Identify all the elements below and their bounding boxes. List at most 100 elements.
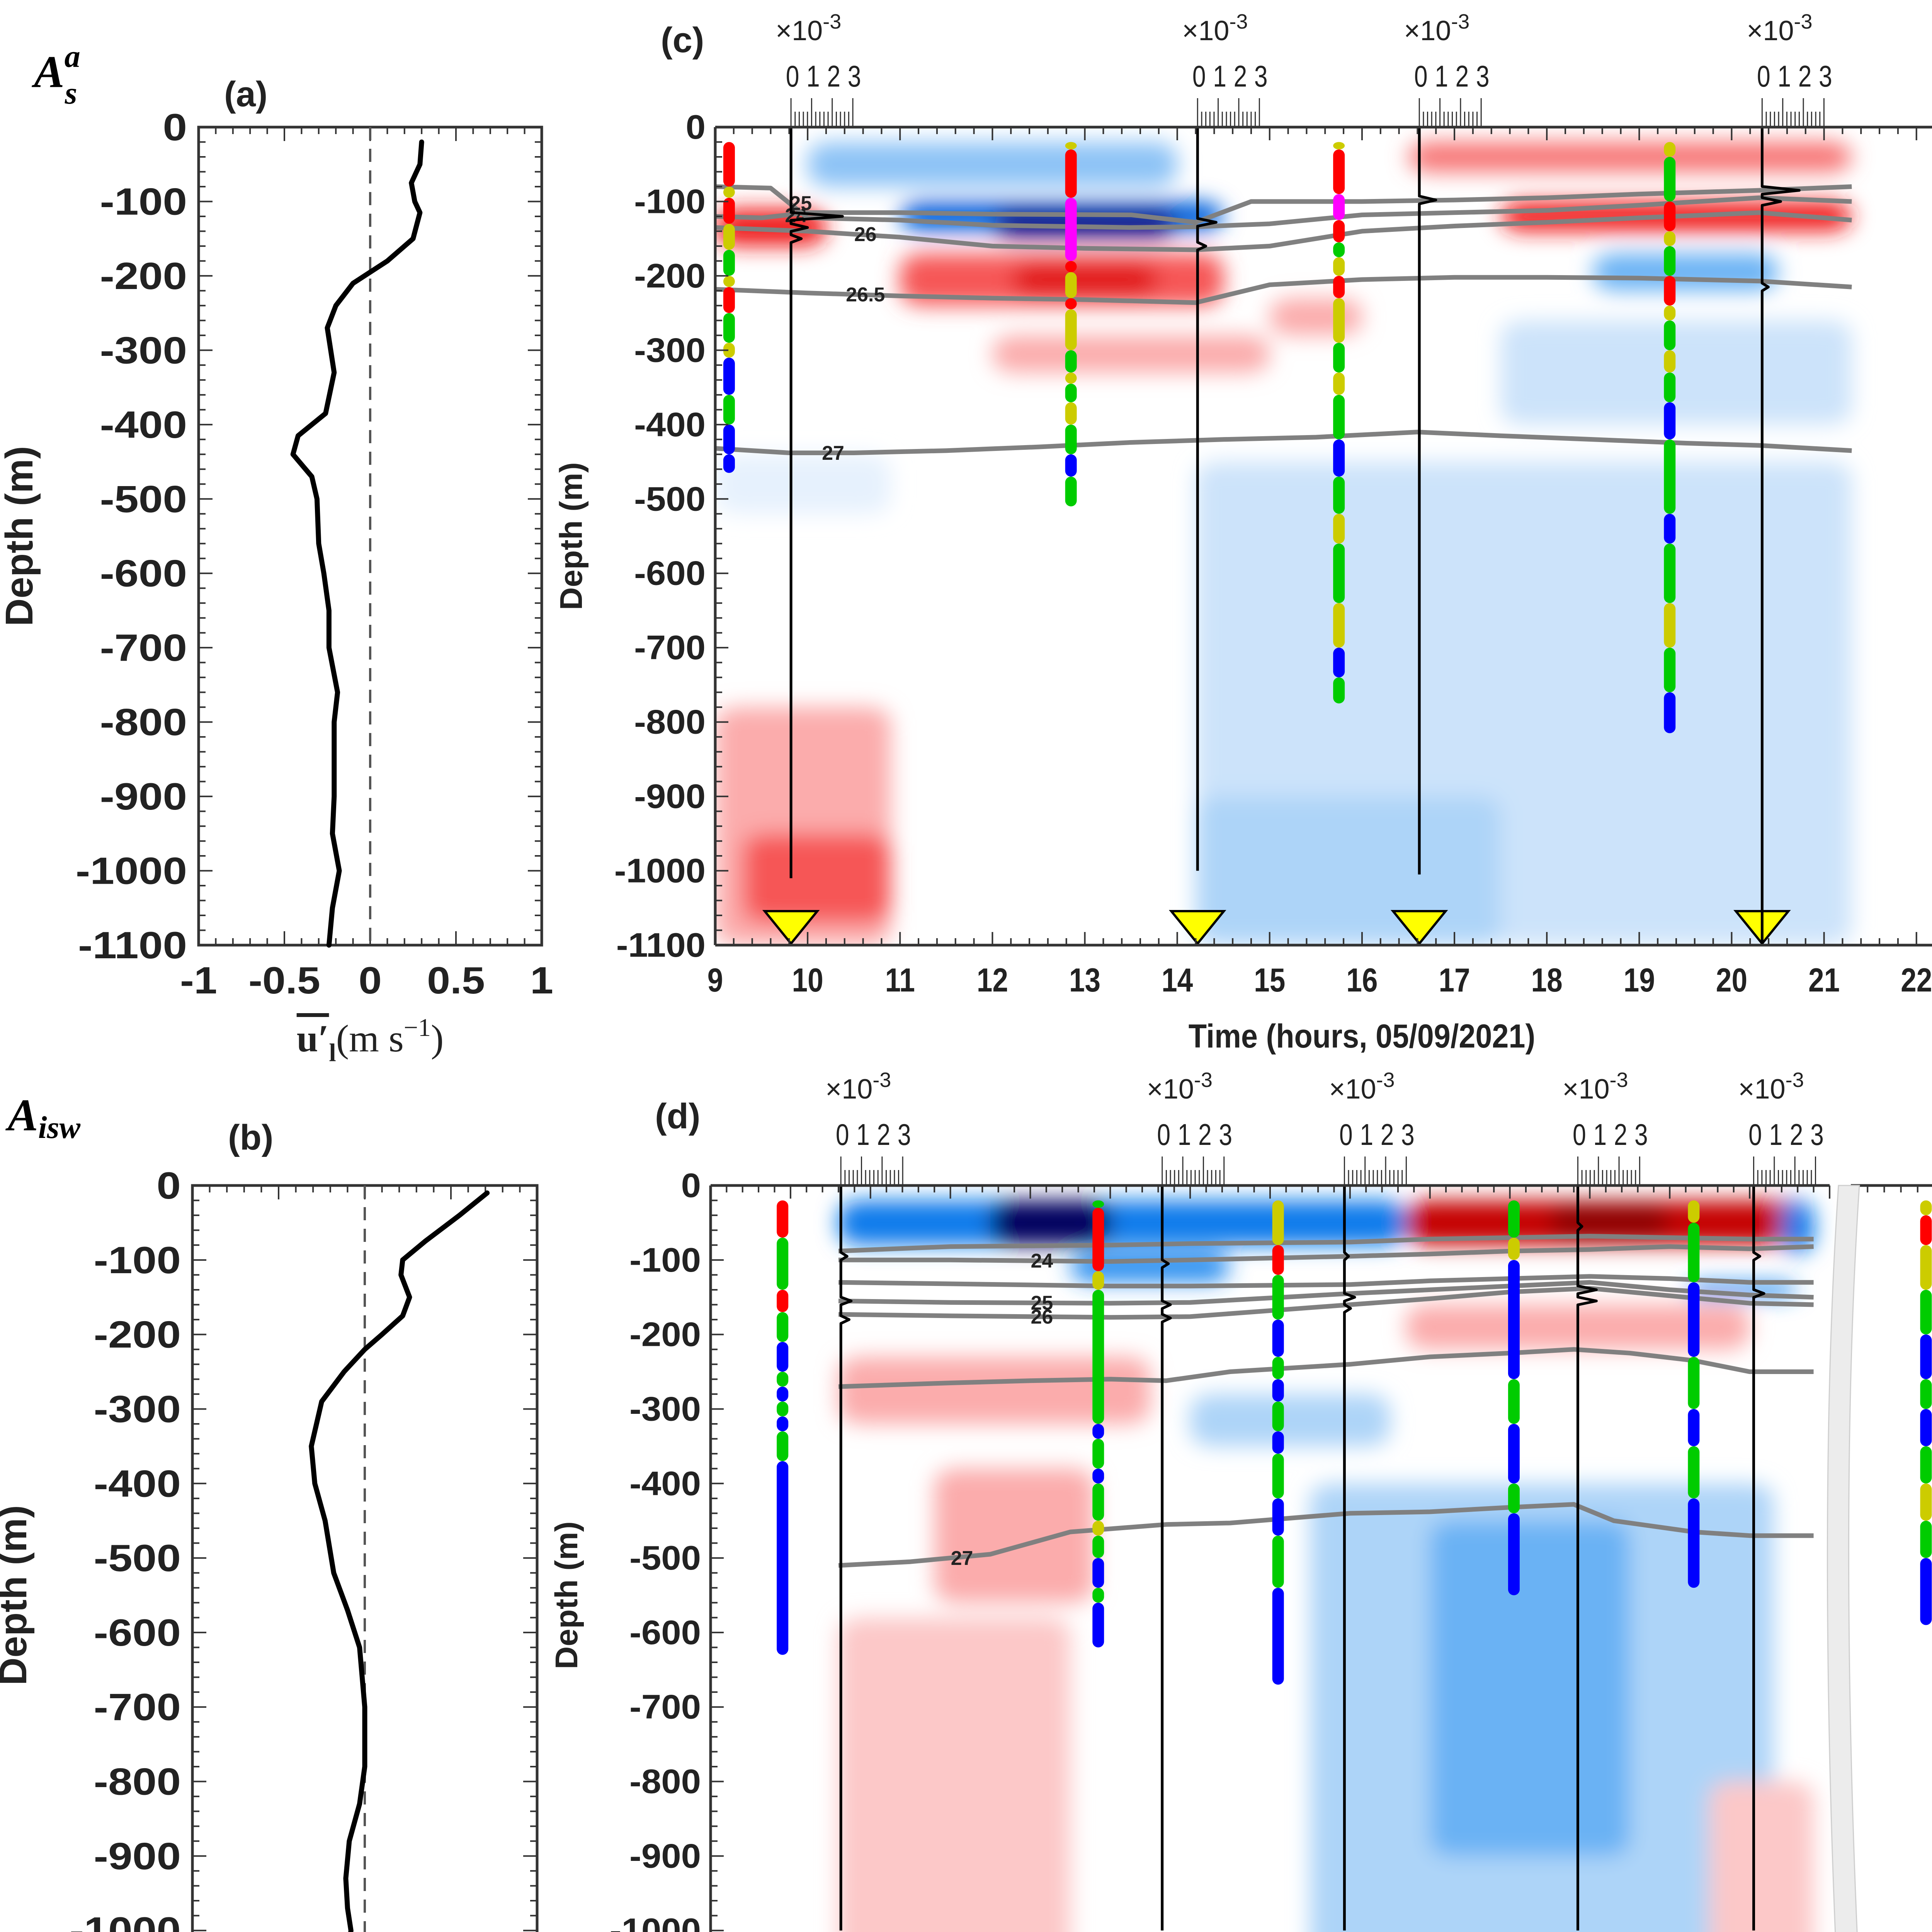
y-tick-label: -900 xyxy=(94,1835,181,1878)
inset-tick-label: 1 xyxy=(1769,1117,1782,1151)
inset-multiplier-base: ×10 xyxy=(1562,1074,1609,1105)
epsilon-segment xyxy=(1664,350,1676,373)
inset-tick-label: 1 xyxy=(1360,1117,1373,1151)
panel-label-a: (a) xyxy=(224,75,267,114)
isopycnal-line xyxy=(715,210,1852,252)
inset-tick-label: 0 xyxy=(836,1117,849,1151)
epsilon-segment xyxy=(777,1461,789,1655)
inset-multiplier: ×10-3 xyxy=(1182,10,1248,46)
epsilon-segment xyxy=(1092,1520,1104,1536)
epsilon-segment xyxy=(777,1431,789,1461)
epsilon-segment xyxy=(1272,1357,1284,1379)
epsilon-segment xyxy=(1272,1379,1284,1402)
epsilon-segment xyxy=(723,197,735,224)
inset-tick-label: 1 xyxy=(856,1117,870,1151)
epsilon-segment xyxy=(1664,246,1676,276)
inset-tick-label: 1 xyxy=(1777,59,1791,93)
y-tick-label: 0 xyxy=(681,1167,701,1205)
epsilon-segment xyxy=(1664,156,1676,202)
epsilon-segment xyxy=(723,287,735,313)
y-tick-label: -100 xyxy=(629,1241,701,1279)
epsilon-segment xyxy=(1333,372,1345,395)
epsilon-segment xyxy=(723,424,735,454)
epsilon-segment xyxy=(1333,439,1345,477)
velocity-contour-region xyxy=(838,1357,1150,1424)
inset-tick-label: 1 xyxy=(1178,1117,1191,1151)
velocity-contour-region xyxy=(838,1617,1070,1932)
epsilon-segment xyxy=(1508,1200,1520,1238)
epsilon-segment xyxy=(1508,1483,1520,1514)
epsilon-segment xyxy=(1688,1282,1700,1357)
y-axis-label: Depth (m) xyxy=(549,1521,584,1669)
epsilon-segment xyxy=(1092,1558,1104,1588)
y-tick-label: -600 xyxy=(634,554,706,593)
velocity-contour-region xyxy=(715,454,891,514)
epsilon-segment xyxy=(1092,1424,1104,1439)
velocity-contour-region xyxy=(838,1200,1406,1245)
inset-tick-label: 0 xyxy=(1157,1117,1170,1151)
inset-multiplier: ×10-3 xyxy=(1738,1068,1804,1105)
y-tick-label: -700 xyxy=(94,1686,181,1729)
x-tick-label: 15 xyxy=(1254,961,1285,998)
epsilon-profile-column xyxy=(723,142,735,473)
epsilon-segment xyxy=(1664,648,1676,692)
inset-tick-label: 1 xyxy=(1213,59,1226,93)
inset-multiplier-base: ×10 xyxy=(1182,15,1229,46)
dissipation-profile-line xyxy=(839,1185,853,1931)
epsilon-segment xyxy=(723,395,735,425)
y-tick-label: -700 xyxy=(634,629,706,667)
velocity-contours xyxy=(838,1200,1814,1932)
velocity-contour-region xyxy=(990,1200,1111,1245)
epsilon-segment xyxy=(723,454,735,473)
isopycnal-label: 24 xyxy=(1031,1250,1053,1272)
row-label-bottom: Aisw xyxy=(5,1090,80,1145)
epsilon-segment xyxy=(1092,1208,1104,1271)
inset-multiplier-exp: -3 xyxy=(1786,1068,1804,1092)
isopycnal-line xyxy=(715,275,1852,305)
velocity-contour-region xyxy=(1593,253,1778,291)
inset-tick-label: 3 xyxy=(1401,1117,1415,1151)
epsilon-segment xyxy=(777,1200,789,1238)
inset-tick-label: 0 xyxy=(1757,59,1770,93)
velocity-contour-region xyxy=(1709,1781,1814,1932)
x-tick-label: 20 xyxy=(1716,961,1747,998)
velocity-contour-region xyxy=(1408,142,1852,172)
epsilon-segment xyxy=(1508,1237,1520,1260)
epsilon-segment xyxy=(1920,1289,1932,1335)
isopycnal-label: 26.5 xyxy=(846,284,885,306)
inset-multiplier-base: ×10 xyxy=(1329,1074,1376,1105)
epsilon-segment xyxy=(1508,1513,1520,1595)
epsilon-segment xyxy=(1065,142,1077,150)
panel-b-axes: 0 -100 -200 -300 -400 -500 -600 -700 -800 -900 -10… xyxy=(0,1165,539,1932)
row-label-bottom-sub: isw xyxy=(38,1110,81,1145)
isopycnal-label: 27 xyxy=(822,442,844,464)
y-tick-label: -1000 xyxy=(614,852,706,890)
y-tick-label: -1100 xyxy=(78,924,187,967)
x-tick-label: -0.5 xyxy=(248,959,320,1002)
epsilon-segment xyxy=(723,250,735,276)
epsilon-segment xyxy=(1333,142,1345,150)
inset-multiplier-exp: -3 xyxy=(1794,10,1813,33)
inset-multiplier: ×10-3 xyxy=(1147,1068,1213,1105)
y-tick-label: -500 xyxy=(634,480,706,518)
epsilon-segment xyxy=(777,1312,789,1342)
row-label-top-main: A xyxy=(31,46,65,97)
epsilon-segment xyxy=(1065,454,1077,477)
inset-multiplier-exp: -3 xyxy=(823,10,841,33)
panel-label-c: (c) xyxy=(661,20,704,60)
panel-label-b: (b) xyxy=(228,1118,273,1157)
epsilon-segment xyxy=(1664,142,1676,157)
y-tick-label: -1000 xyxy=(70,1910,181,1932)
inset-tick-label: 2 xyxy=(1614,1117,1628,1151)
dissipation-inset: 0 1 2 3×10-3 xyxy=(1562,1068,1648,1931)
epsilon-segment xyxy=(1333,343,1345,373)
y-tick-label: -700 xyxy=(629,1688,701,1726)
isopycnal-label: 25 xyxy=(789,192,812,214)
panel-b: (b) 0 -100 -200 -300 -400 -500 -600 -700 -800 -90… xyxy=(0,1118,539,1932)
epsilon-profile-column xyxy=(1272,1200,1284,1685)
dissipation-inset: 0 1 2 3×10-3 xyxy=(1182,10,1268,871)
x-tick-label: 12 xyxy=(977,961,1008,998)
dissipation-profile-line xyxy=(1418,127,1437,875)
epsilon-segment xyxy=(1920,1215,1932,1245)
epsilon-segment xyxy=(1333,543,1345,603)
